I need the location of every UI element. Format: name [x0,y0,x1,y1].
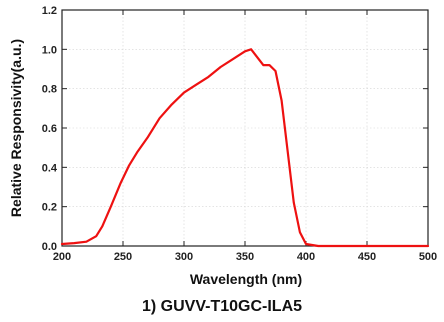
x-tick-label: 400 [297,251,315,263]
x-tick-label: 450 [358,251,376,263]
series-line [60,48,430,248]
y-tick-label: 0.4 [42,162,58,174]
y-tick-label: 0.2 [42,202,57,214]
x-tick-label: 350 [236,251,254,263]
y-tick-label: 1.2 [42,5,57,17]
y-tick-labels: 0.0 0.2 0.4 0.6 0.8 1.0 1.2 [42,5,58,253]
x-tick-label: 300 [175,251,193,263]
grid [61,9,429,247]
x-tick-labels: 200 250 300 350 400 450 500 [53,251,437,263]
x-axis-title: Wavelength (nm) [190,271,302,287]
y-tick-label: 1.0 [42,44,57,56]
y-tick-label: 0.0 [42,241,57,253]
y-tick-label: 0.8 [42,84,57,96]
x-tick-label: 250 [114,251,132,263]
y-axis-title: Relative Responsivity(a.u.) [8,39,24,217]
y-tick-label: 0.6 [42,123,57,135]
chart-caption: 1) GUVV-T10GC-ILA5 [142,298,302,315]
x-tick-label: 200 [53,251,71,263]
x-tick-label: 500 [419,251,437,263]
